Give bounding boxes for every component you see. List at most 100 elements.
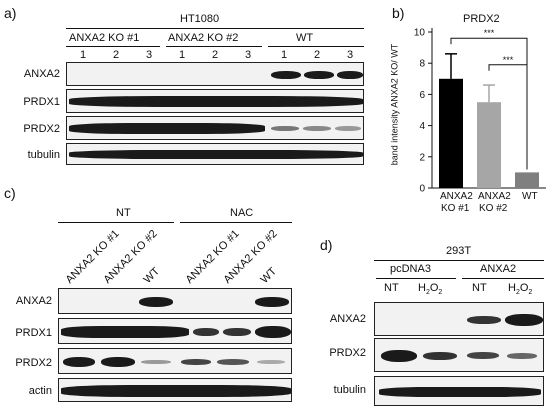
blot-band [69,150,363,159]
bar [477,102,501,188]
blot-band [423,352,457,360]
panel-c-row-label-actin: actin [28,385,52,397]
panel-a-group-label-3: WT [296,32,314,44]
blot-band [61,326,189,338]
panel-c-treatment-line-nac [180,222,292,223]
panel-a-group-line-1 [66,46,160,47]
blot-band [505,314,543,326]
x-tick-label: KO #2 [479,203,508,214]
panel-a-group-label-2: ANXA2 KO #2 [168,32,239,44]
panel-c-row-label-anxa2: ANXA2 [15,295,52,307]
chart-title: PRDX2 [463,13,500,25]
panel-c-treatment-line-nt [58,222,174,223]
panel-d-group-line-2 [462,278,544,279]
panel-a-blot-anxa2 [66,62,364,86]
panel-c-blot-anxa2 [58,288,292,314]
blot-band [255,326,291,338]
h2o2-o: O [429,282,439,294]
y-tick-label: 6 [419,90,425,101]
panel-a-lane-number: 2 [212,49,219,61]
panel-d-lane-h2o2-1: H2O2 [418,282,443,297]
blot-band [69,123,265,134]
panel-c-blot-prdx2 [58,348,292,374]
y-tick-label: 2 [419,152,425,163]
panel-a-lane-number: 2 [113,49,120,61]
x-tick-label: ANXA2 [440,191,473,202]
y-tick-label: 4 [419,121,425,132]
blot-band [217,359,249,365]
blot-band [467,316,501,324]
bar [515,172,539,188]
panel-a-lane-number: 2 [314,49,321,61]
panel-a-row-label-prdx1: PRDX1 [23,96,60,108]
y-tick-label: 10 [414,28,426,39]
blot-band [304,71,334,79]
panel-a-group-label-1: ANXA2 KO #1 [69,32,140,44]
bar [439,78,463,188]
blot-band [507,353,537,359]
panel-a-lane-number: 3 [245,49,252,61]
panel-d-blot-prdx2 [374,338,544,372]
panel-a-row-label-prdx2: PRDX2 [23,123,60,135]
panel-d-row-label-tubulin: tubulin [333,384,366,396]
panel-d-lane-nt-2: NT [472,282,487,294]
panel-c-lane-label: WT [258,265,280,286]
panel-c-row-label-prdx2: PRDX2 [15,357,52,369]
panel-c-row-label-prdx1: PRDX1 [15,327,52,339]
h2o2-sub: 2 [515,289,520,297]
panel-d-row-label-anxa2: ANXA2 [329,313,366,325]
x-tick-label: WT [522,191,538,202]
blot-band [271,126,299,131]
h2o2-o: O [519,282,529,294]
panel-c-treatment-nac: NAC [230,207,254,219]
panel-d-label: d) [320,237,333,253]
blot-band [193,328,219,336]
panel-d-group-line-1 [376,278,456,279]
blot-band [61,385,291,397]
panel-a-cell-line-line [66,28,364,29]
y-tick-label: 0 [419,184,425,195]
blot-band [335,126,361,131]
panel-b-chart: 0 2 4 6 8 10 *** *** [414,28,546,195]
panel-c-blot-actin [58,378,292,402]
blot-band [337,71,363,79]
blot-band [379,387,541,397]
panel-a-label: a) [4,5,17,21]
h2o2-sub: 2 [425,289,430,297]
panel-d-row-label-prdx2: PRDX2 [329,347,366,359]
panel-a-lane-number: 3 [347,49,354,61]
panel-c-lane-label: WT [141,265,163,286]
h2o2-sub: 2 [438,289,443,297]
panel-a-lane-number: 3 [146,49,153,61]
blot-band [257,360,285,364]
panel-d-group-anxa2: ANXA2 [480,263,517,275]
panel-a-lane-number: 1 [80,49,87,61]
panel-a-row-label-anxa2: ANXA2 [23,68,60,80]
panel-c-label: c) [4,185,16,201]
blot-band [141,360,171,364]
panel-a-blot-prdx2 [66,116,364,140]
panel-d-lane-nt-1: NT [384,282,399,294]
blot-band [381,350,417,362]
blot-band [223,328,251,336]
panel-c-treatment-nt: NT [116,207,131,219]
panel-d-blot-anxa2 [374,302,544,336]
panel-c-blot-prdx1 [58,318,292,344]
panel-a-blot-prdx1 [66,89,364,113]
panel-d-blot-tubulin [374,376,544,406]
blot-band [303,126,331,131]
blot-band [101,357,135,367]
h2o2-h: H [508,282,516,294]
h2o2-sub: 2 [528,289,533,297]
panel-d-lane-h2o2-2: H2O2 [508,282,533,297]
panel-d-cell-line-line [374,260,544,261]
blot-band [69,96,363,107]
panel-a-row-label-tubulin: tubulin [27,149,60,161]
panel-a-cell-line: HT1080 [180,13,220,25]
significance-bracket [488,64,528,170]
panel-a-lane-number: 1 [179,49,186,61]
panel-a-group-line-3 [268,46,364,47]
blot-band [139,297,173,307]
x-tick-label: KO #1 [441,203,470,214]
panel-d-cell-line: 293T [446,245,472,257]
